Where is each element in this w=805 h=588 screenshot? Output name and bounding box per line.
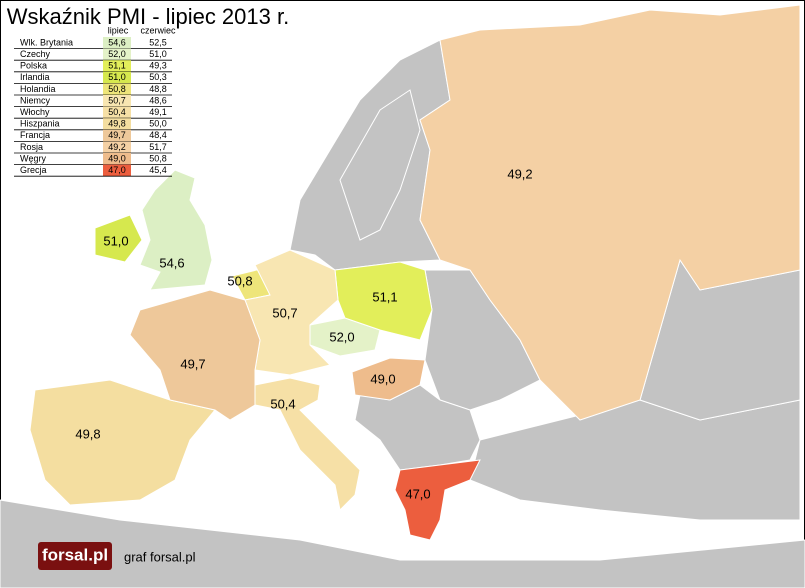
country	[94, 214, 143, 263]
june-value: 49,3	[149, 61, 167, 71]
country-name: Niemcy	[20, 95, 51, 105]
june-value: 50,3	[149, 72, 167, 82]
countries: 54,652,051,151,050,850,750,449,849,749,2…	[29, 4, 801, 541]
country-name: Rosja	[20, 142, 43, 152]
country-name: Francja	[20, 130, 50, 140]
cell-color	[103, 129, 131, 142]
country-value: 47,0	[405, 486, 430, 501]
logo-box	[38, 542, 112, 570]
cell-color	[103, 37, 131, 49]
country-value: 51,0	[103, 233, 128, 248]
july-value: 49,0	[108, 153, 126, 163]
cell-color	[103, 106, 131, 119]
country-value: 50,8	[227, 273, 252, 288]
cell-color	[103, 164, 131, 177]
country-value: 49,2	[507, 166, 532, 181]
cell-color	[103, 60, 131, 72]
june-value: 48,8	[149, 84, 167, 94]
country	[29, 379, 216, 506]
june-value: 52,5	[149, 37, 167, 47]
country-value: 49,7	[180, 356, 205, 371]
country-name: Hiszpania	[20, 119, 60, 129]
june-value: 48,6	[149, 95, 167, 105]
july-value: 47,0	[108, 165, 126, 175]
country-value: 50,4	[270, 396, 295, 411]
country-value: 54,6	[159, 255, 184, 270]
column-header: czerwiec	[140, 25, 176, 35]
column-header: lipiec	[108, 25, 129, 35]
cell-color	[103, 141, 131, 153]
july-value: 49,8	[108, 119, 126, 129]
cell-color	[103, 48, 131, 61]
country	[129, 289, 261, 421]
july-value: 51,0	[108, 72, 126, 82]
june-value: 50,8	[149, 153, 167, 163]
credit: graf forsal.pl	[124, 549, 196, 564]
june-value: 51,0	[149, 49, 167, 59]
country-value: 52,0	[329, 329, 354, 344]
country-name: Wlk. Brytania	[20, 37, 73, 47]
background-land	[0, 39, 805, 588]
june-value: 45,4	[149, 165, 167, 175]
june-value: 48,4	[149, 130, 167, 140]
country-name: Holandia	[20, 84, 56, 94]
july-value: 51,1	[108, 61, 126, 71]
country-name: Grecja	[20, 165, 47, 175]
july-value: 49,7	[108, 130, 126, 140]
cell-color	[103, 83, 131, 95]
july-value: 49,2	[108, 142, 126, 152]
country-name: Czechy	[20, 49, 51, 59]
country	[139, 169, 213, 291]
country-name: Polska	[20, 61, 47, 71]
logo: forsal.pl	[42, 545, 108, 564]
country	[394, 459, 481, 541]
country-value: 51,1	[372, 289, 397, 304]
june-value: 50,0	[149, 119, 167, 129]
june-value: 49,1	[149, 107, 167, 117]
country-value: 50,7	[272, 305, 297, 320]
july-value: 54,6	[108, 37, 126, 47]
cell-color	[103, 118, 131, 130]
cell-color	[103, 71, 131, 84]
country-value: 49,0	[370, 371, 395, 386]
country	[351, 357, 426, 401]
july-value: 50,4	[108, 107, 126, 117]
july-value: 52,0	[108, 49, 126, 59]
country-name: Włochy	[20, 107, 50, 117]
country	[254, 377, 361, 512]
country-name: Irlandia	[20, 72, 50, 82]
cell-color	[103, 95, 131, 107]
june-value: 51,7	[149, 142, 167, 152]
cell-color	[103, 153, 131, 165]
country-name: Węgry	[20, 153, 47, 163]
july-value: 50,8	[108, 84, 126, 94]
july-value: 50,7	[108, 95, 126, 105]
country-value: 49,8	[75, 426, 100, 441]
pmi-table: lipiec czerwiec Wlk. Brytania 54,6 52,5 Czech…	[14, 25, 176, 177]
country	[419, 4, 801, 421]
title: Wskaźnik PMI - lipiec 2013 r.	[7, 4, 289, 29]
country	[334, 261, 433, 341]
